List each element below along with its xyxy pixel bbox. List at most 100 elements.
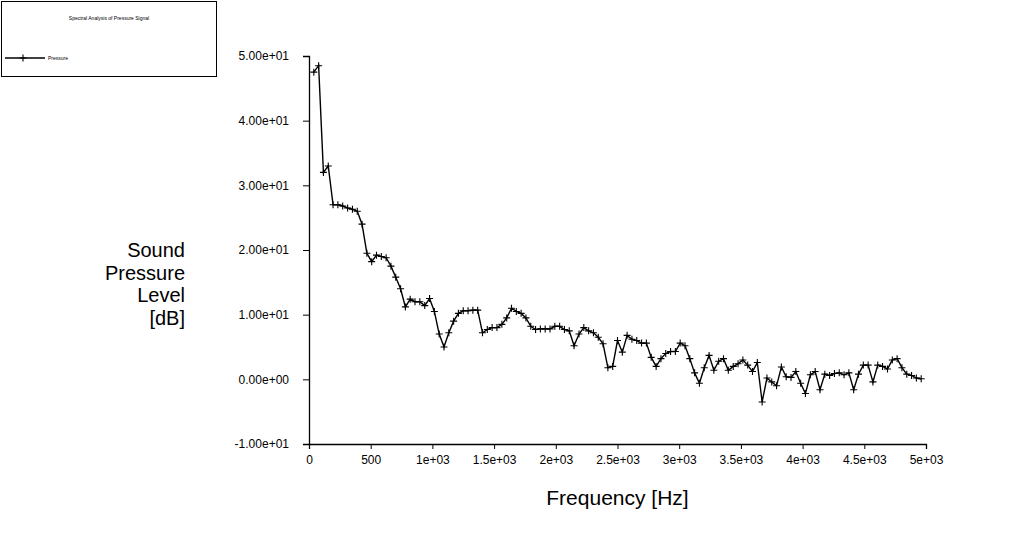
- data-point: [368, 258, 375, 265]
- data-point: [614, 337, 621, 344]
- data-point: [436, 331, 443, 338]
- data-point: [783, 373, 790, 380]
- x-axis: 05001e+031.5e+032e+032.5e+033e+033.5e+03…: [306, 444, 944, 467]
- data-point: [402, 303, 409, 310]
- data-point: [788, 374, 795, 381]
- data-point: [720, 355, 727, 362]
- y-tick-label: 2.00e+01: [239, 243, 290, 257]
- x-tick: 500: [361, 444, 381, 467]
- x-tick-label: 1.5e+03: [473, 453, 517, 467]
- data-point: [474, 307, 481, 314]
- data-point: [493, 324, 500, 331]
- x-tick-label: 500: [361, 453, 381, 467]
- y-tick-label: 4.00e+01: [239, 114, 290, 128]
- y-axis-line: [303, 57, 310, 445]
- data-point: [378, 253, 385, 260]
- data-point: [609, 363, 616, 370]
- x-tick-mark: [371, 444, 372, 449]
- x-tick-mark: [556, 444, 557, 449]
- y-tick: 1.00e+01: [239, 308, 309, 322]
- data-point: [566, 327, 573, 334]
- x-tick-mark: [864, 444, 865, 449]
- chart-title: Spectral Analysis of Pressure Signal: [69, 15, 149, 21]
- data-point: [913, 375, 920, 382]
- y-tick-label: 3.00e+01: [239, 179, 290, 193]
- data-point: [556, 323, 563, 330]
- y-tick-mark: [303, 185, 309, 186]
- y-tick: 3.00e+01: [239, 179, 309, 193]
- data-point: [604, 364, 611, 371]
- data-point: [802, 390, 809, 397]
- data-point: [320, 169, 327, 176]
- data-point: [479, 329, 486, 336]
- y-tick-mark: [303, 121, 309, 122]
- data-point: [527, 323, 534, 330]
- data-point: [889, 356, 896, 363]
- x-tick: 1.5e+03: [473, 444, 517, 467]
- x-tick: 0: [306, 444, 313, 467]
- plot-area: [310, 62, 924, 405]
- data-point: [522, 314, 529, 321]
- y-tick-mark: [303, 315, 309, 316]
- data-point: [397, 285, 404, 292]
- data-point: [812, 368, 819, 375]
- x-tick-mark: [926, 444, 927, 449]
- data-point: [918, 375, 925, 382]
- x-tick: 1e+03: [416, 444, 450, 467]
- x-tick-mark: [803, 444, 804, 449]
- data-point: [706, 352, 713, 359]
- legend-marker: [20, 55, 27, 62]
- data-point: [498, 321, 505, 328]
- data-point: [725, 367, 732, 374]
- data-point: [334, 201, 341, 208]
- data-point: [797, 380, 804, 387]
- data-point: [571, 342, 578, 349]
- y-tick-label: 5.00e+01: [239, 49, 290, 63]
- data-point: [681, 342, 688, 349]
- y-tick: 2.00e+01: [239, 243, 309, 257]
- x-tick: 4.5e+03: [843, 444, 887, 467]
- data-point: [426, 295, 433, 302]
- data-point: [580, 324, 587, 331]
- legend-box: [2, 2, 217, 77]
- data-point: [421, 302, 428, 309]
- data-point: [383, 254, 390, 261]
- data-point: [749, 368, 756, 375]
- data-point: [735, 360, 742, 367]
- y-tick-mark: [303, 444, 309, 445]
- data-point: [850, 386, 857, 393]
- x-tick-mark: [679, 444, 680, 449]
- y-axis-title: SoundPressureLevel[dB]: [105, 239, 185, 329]
- data-point: [855, 371, 862, 378]
- data-point: [759, 398, 766, 405]
- data-point: [508, 305, 515, 312]
- legend-label: Pressure: [48, 55, 68, 61]
- x-tick-label: 4.5e+03: [843, 453, 887, 467]
- series-line: [314, 66, 921, 402]
- x-tick: 3e+03: [663, 444, 697, 467]
- x-tick-label: 3.5e+03: [720, 453, 764, 467]
- data-point: [628, 336, 635, 343]
- x-tick-label: 2e+03: [539, 453, 573, 467]
- data-point: [845, 369, 852, 376]
- data-point: [869, 378, 876, 385]
- data-point: [503, 314, 510, 321]
- data-point: [450, 318, 457, 325]
- y-tick-mark: [303, 250, 309, 251]
- x-tick: 3.5e+03: [720, 444, 764, 467]
- legend: Spectral Analysis of Pressure Signal Pres…: [2, 2, 217, 77]
- data-point: [518, 310, 525, 317]
- data-point: [392, 274, 399, 281]
- data-point: [315, 62, 322, 69]
- data-point: [653, 363, 660, 370]
- chart: 05001e+031.5e+032e+032.5e+033e+033.5e+03…: [0, 0, 1029, 556]
- data-point: [894, 355, 901, 362]
- data-point: [600, 340, 607, 347]
- data-point: [768, 378, 775, 385]
- data-point: [710, 367, 717, 374]
- data-point: [325, 162, 332, 169]
- data-point: [344, 204, 351, 211]
- data-point: [763, 375, 770, 382]
- data-point: [739, 356, 746, 363]
- data-point: [816, 386, 823, 393]
